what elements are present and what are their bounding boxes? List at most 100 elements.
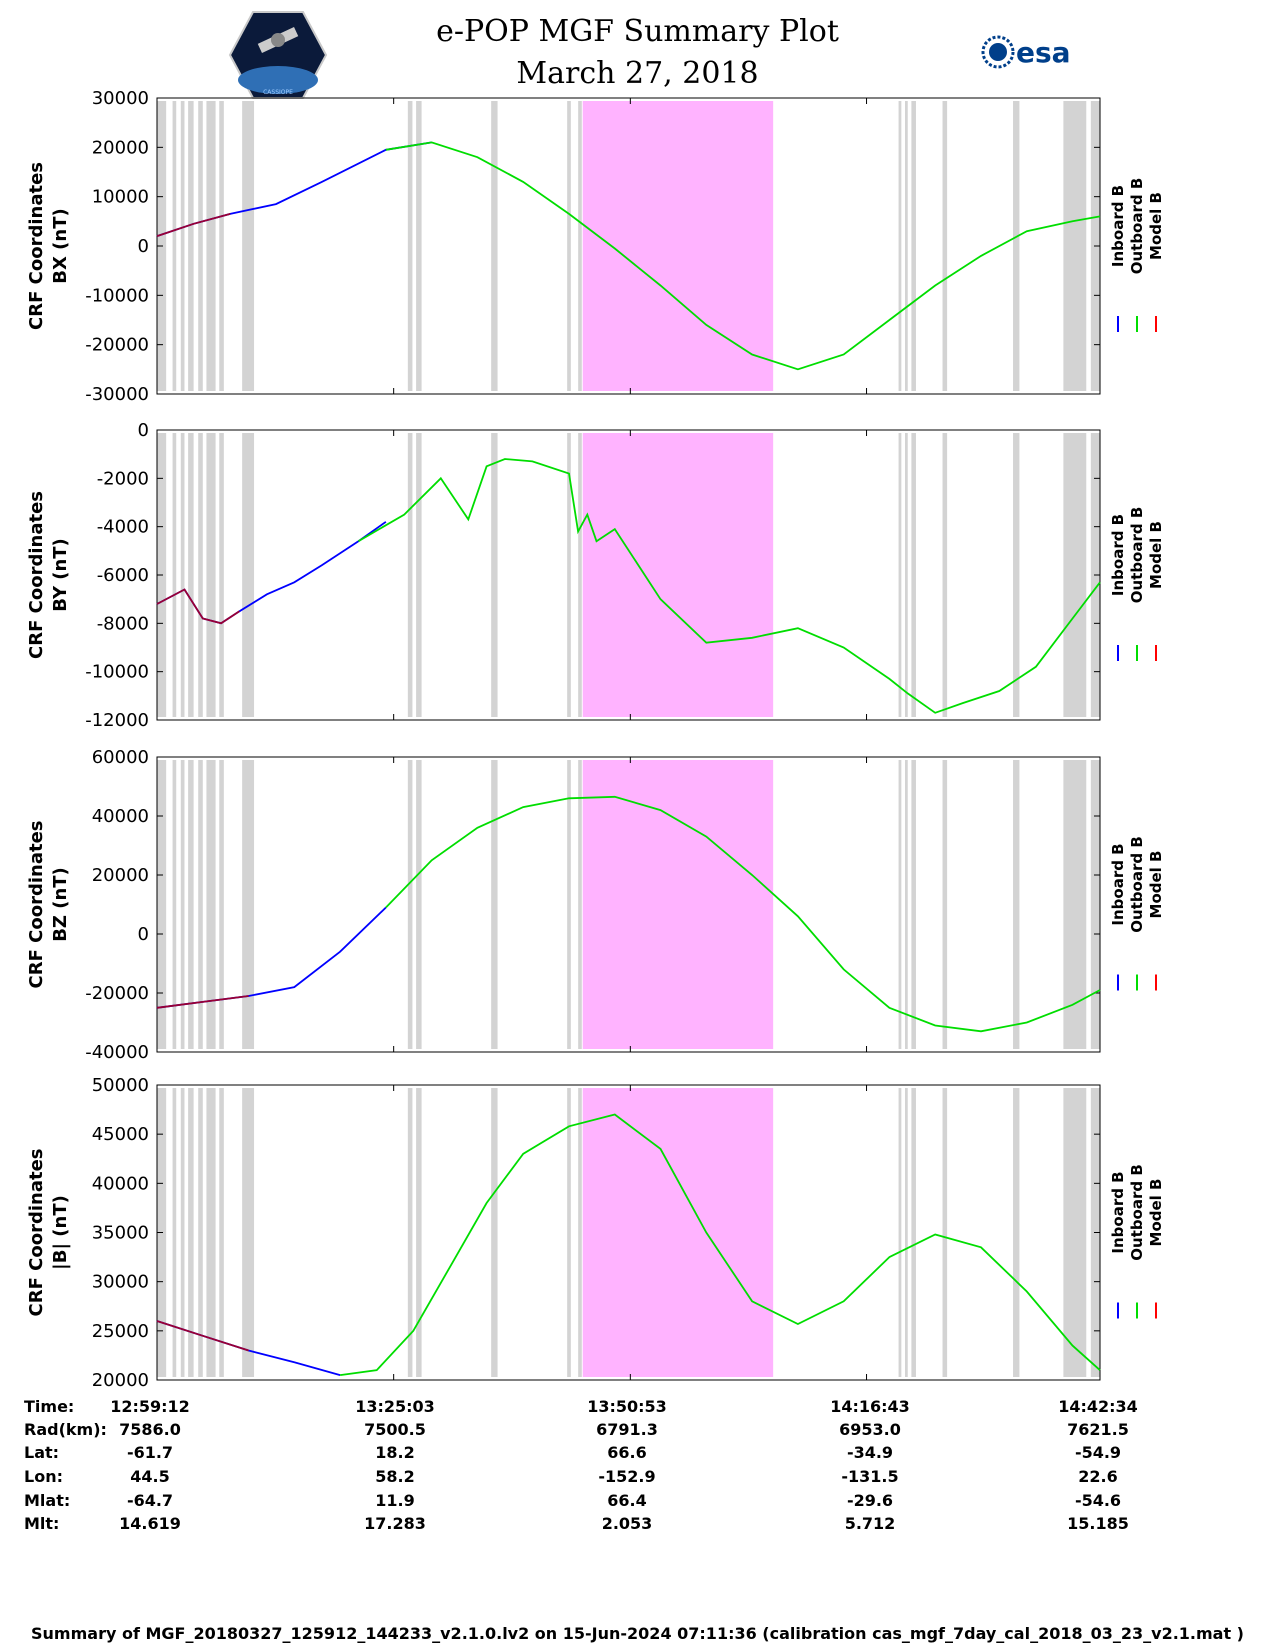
data-gap-band [942, 1088, 948, 1377]
y-tick-label: 30000 [92, 88, 149, 109]
series-line-outboard-b [385, 141, 1101, 371]
data-gap-band [898, 101, 902, 391]
y-tick-label: 45000 [92, 1124, 149, 1145]
y-axis-label: CRF Coordinates [26, 162, 47, 330]
y-axis-label: BY (nT) [50, 538, 71, 612]
panel-4: 50000 45000 40000 35000 30000 25000 20000 CRF C… [26, 1075, 1165, 1391]
highlight-region [582, 433, 774, 717]
y-tick-label: -10000 [85, 662, 149, 683]
data-gap-band [407, 760, 413, 1049]
data-gap-band [172, 433, 177, 717]
data-gap-band [219, 760, 224, 1049]
data-gap-band [1013, 101, 1020, 391]
info-value: 18.2 [375, 1443, 415, 1462]
data-gap-band [180, 760, 185, 1049]
data-gap-band [206, 760, 216, 1049]
data-gap-band [942, 433, 948, 717]
info-value: 66.6 [607, 1443, 647, 1462]
info-value: 17.283 [364, 1514, 426, 1533]
legend-label: Inboard B [1109, 514, 1127, 596]
info-value: 7586.0 [119, 1420, 181, 1439]
info-value: 5.712 [844, 1514, 896, 1533]
info-value: -54.9 [1074, 1443, 1122, 1462]
y-tick-label: 20000 [92, 137, 149, 158]
data-gap-band [198, 101, 203, 391]
y-tick-label: 40000 [92, 806, 149, 827]
data-gap-band [911, 433, 916, 717]
legend-label: Outboard B [1128, 836, 1146, 933]
highlight-region [582, 101, 774, 391]
data-gap-band [219, 101, 224, 391]
y-axis-label: CRF Coordinates [26, 491, 47, 659]
legend-label: Outboard B [1128, 507, 1146, 604]
data-gap-band [157, 760, 167, 1049]
y-axis-label: CRF Coordinates [26, 821, 47, 989]
data-gap-band [172, 1088, 177, 1377]
info-value: 66.4 [607, 1491, 647, 1510]
info-value: -34.9 [846, 1443, 894, 1462]
series-line-outboard-b [339, 1113, 1101, 1376]
data-gap-band [904, 433, 908, 717]
data-gap-band [1013, 760, 1020, 1049]
data-gap-band [416, 760, 422, 1049]
y-tick-label: 20000 [92, 865, 149, 886]
data-gap-band [188, 101, 194, 391]
data-gap-band [180, 101, 185, 391]
info-value: 44.5 [130, 1467, 170, 1486]
data-gap-band [1063, 101, 1087, 391]
info-value: 6953.0 [839, 1420, 901, 1439]
highlight-region [582, 760, 774, 1049]
y-tick-label: -30000 [85, 384, 149, 405]
y-tick-label: 25000 [92, 1321, 149, 1342]
data-gap-band [942, 760, 948, 1049]
data-gap-band [172, 101, 177, 391]
data-gap-band [1013, 1088, 1020, 1377]
data-gap-band [578, 433, 582, 717]
legend-label: Model B [1147, 192, 1165, 260]
y-tick-label: -12000 [85, 710, 149, 731]
series-line-outboard-b [357, 458, 1101, 714]
cassiope-logo-icon: CASSIOPE [228, 11, 328, 99]
data-gap-band [567, 433, 571, 717]
data-gap-band [567, 1088, 571, 1377]
data-gap-band [206, 433, 216, 717]
legend-label: Inboard B [1109, 185, 1127, 267]
y-tick-label: -20000 [85, 983, 149, 1004]
data-gap-band [491, 1088, 498, 1377]
info-row-label: Rad(km): [24, 1420, 107, 1439]
data-gap-band [1063, 760, 1087, 1049]
y-tick-label: 0 [138, 924, 149, 945]
data-gap-band [188, 760, 194, 1049]
info-row-label: Mlat: [24, 1491, 71, 1510]
y-tick-label: -2000 [97, 468, 149, 489]
series-line-inboard-model-overlap [156, 995, 249, 1009]
esa-logo-icon: esa [981, 35, 1071, 69]
info-value: -54.6 [1074, 1491, 1122, 1510]
data-gap-band [911, 101, 916, 391]
data-gap-band [242, 1088, 255, 1377]
y-tick-label: 20000 [92, 1370, 149, 1391]
data-gap-band [904, 101, 908, 391]
data-gap-band [416, 1088, 422, 1377]
info-row-label: Mlt: [24, 1514, 60, 1533]
data-gap-band [172, 760, 177, 1049]
plot-frame [156, 756, 1101, 1053]
data-gap-band [219, 433, 224, 717]
data-gap-band [567, 101, 571, 391]
series-line-outboard-b [385, 795, 1101, 1033]
data-gap-band [180, 1088, 185, 1377]
y-tick-label: -10000 [85, 285, 149, 306]
info-value: 6791.3 [596, 1420, 658, 1439]
data-gap-band [188, 433, 194, 717]
data-gap-band [198, 1088, 203, 1377]
info-row-label: Lat: [24, 1443, 60, 1462]
info-value: -152.9 [598, 1467, 656, 1486]
y-tick-label: 35000 [92, 1223, 149, 1244]
footer-caption: Summary of MGF_20180327_125912_144233_v2… [31, 1624, 1244, 1643]
data-gap-band [180, 433, 185, 717]
data-gap-band [416, 433, 422, 717]
y-axis-label: CRF Coordinates [26, 1149, 47, 1317]
legend-label: Outboard B [1128, 178, 1146, 275]
highlight-region [582, 1088, 774, 1377]
